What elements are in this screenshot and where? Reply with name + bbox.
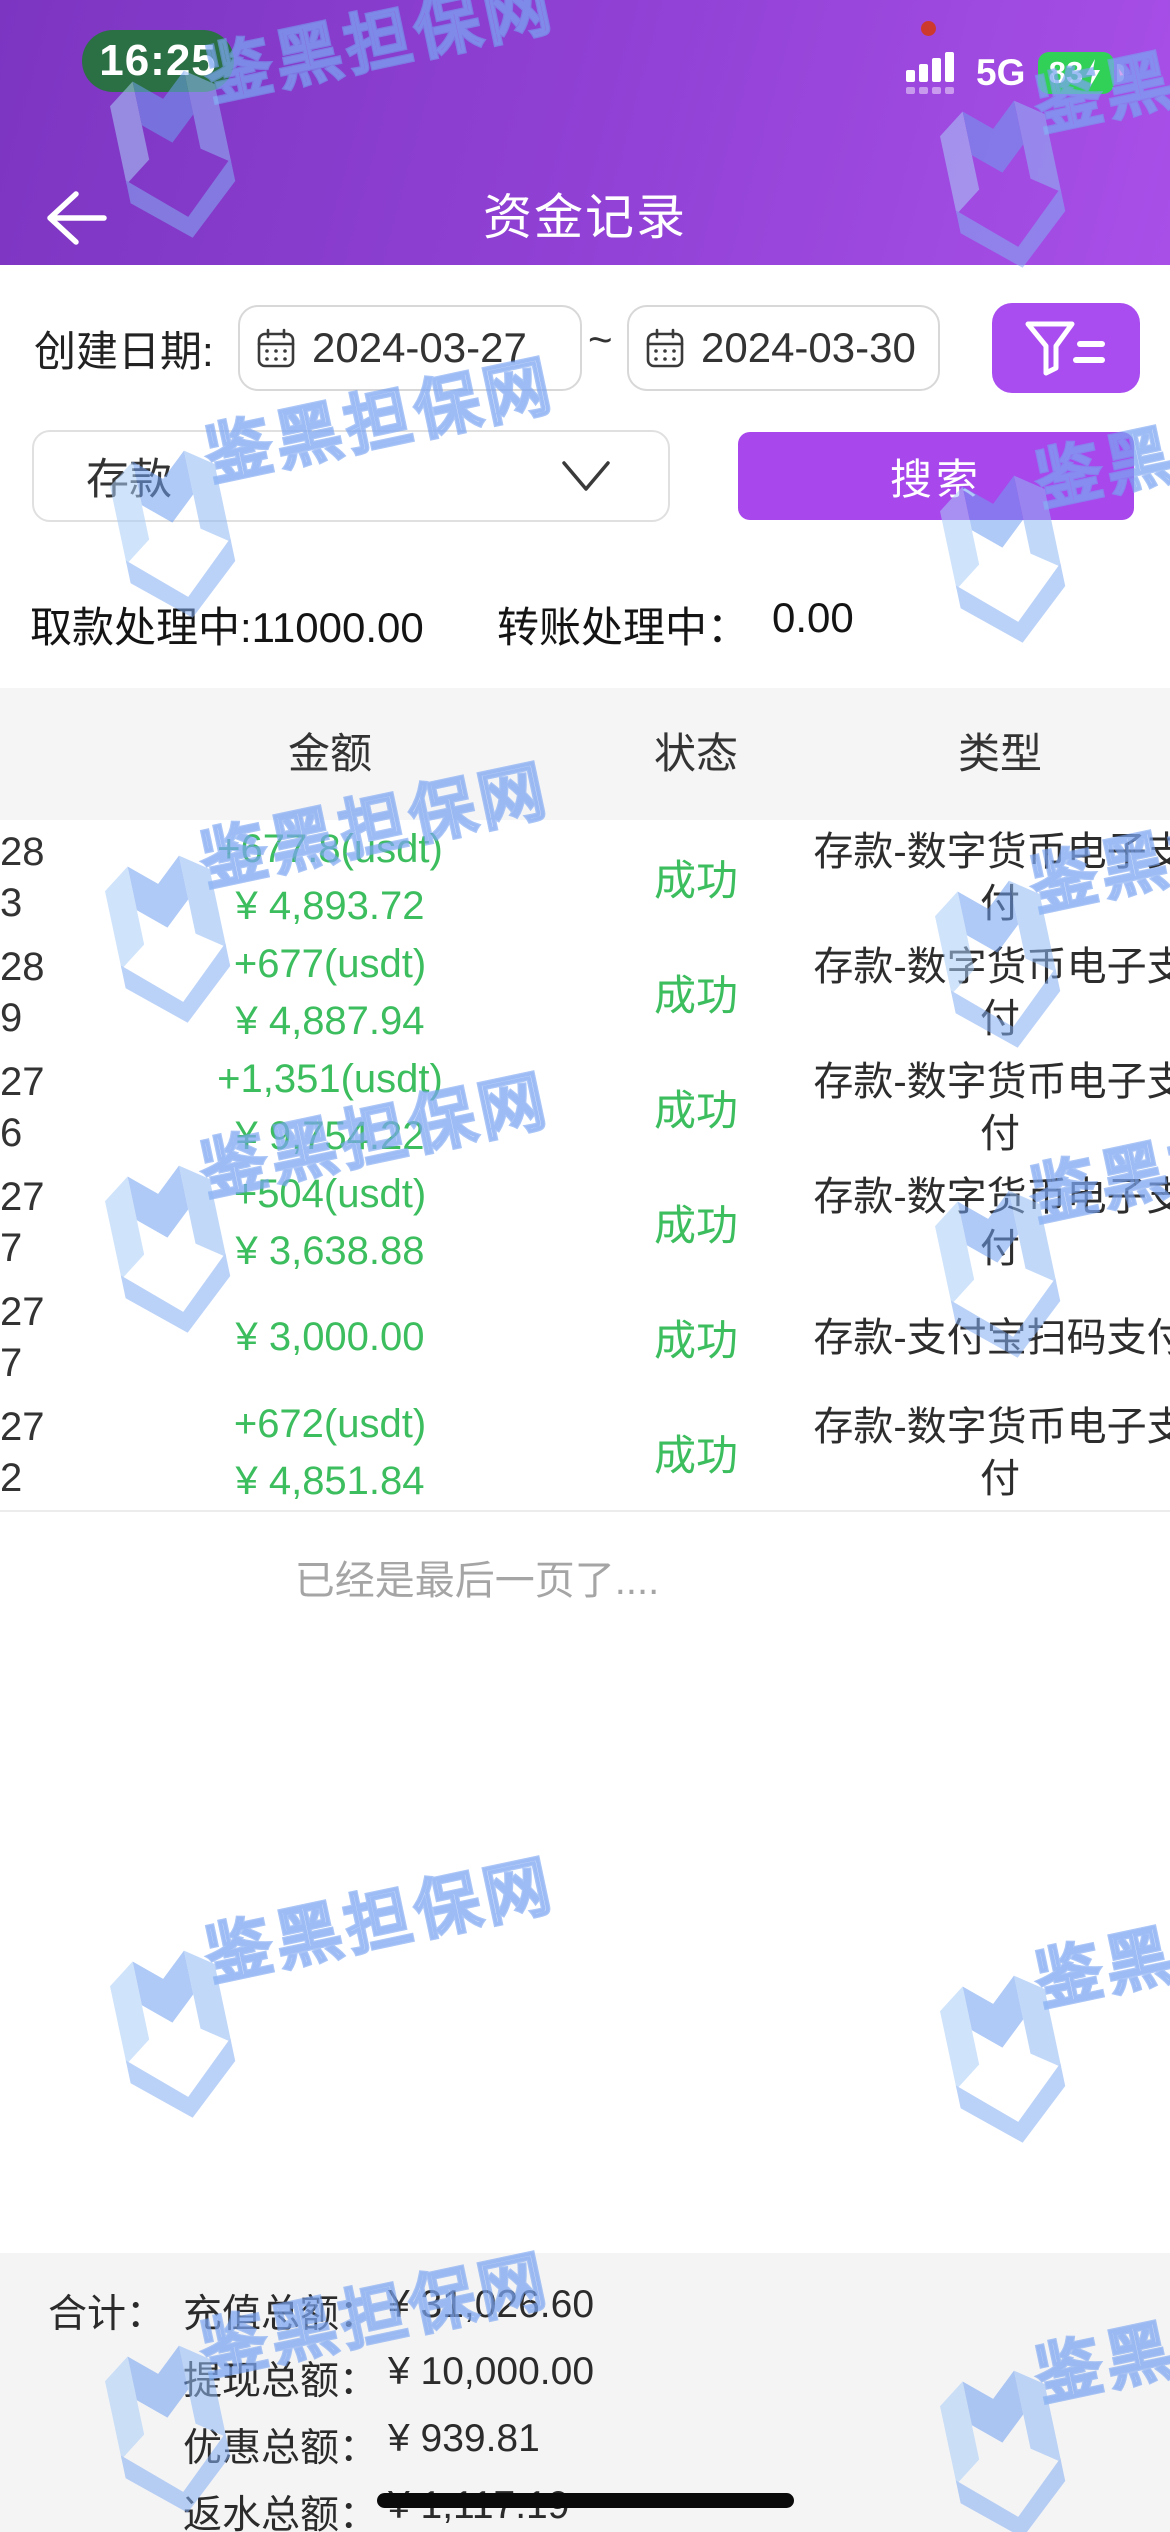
status-cell: 成功 (653, 857, 738, 904)
record-type-select[interactable]: 存款 (32, 430, 670, 522)
summary-total-label: 合计： (48, 2293, 166, 2336)
date-cell: 27 2 (0, 1405, 44, 1500)
type-cell: 存款-数字货币电子支付 (813, 1174, 1170, 1271)
amount-cell: ¥ 3,000.00 (44, 1280, 616, 1395)
type-cell: 存款-数字货币电子支付 (813, 944, 1170, 1041)
type-cell: 存款-数字货币电子支付 (813, 1059, 1170, 1156)
type-cell: 存款-数字货币电子支付 (813, 1404, 1170, 1501)
watermark-logo-icon (940, 1975, 1066, 2143)
amount-cny: ¥ 4,887.94 (235, 998, 425, 1043)
status-cell: 成功 (653, 1432, 738, 1479)
watermark-text: 鉴黑担保网 (198, 1846, 563, 1995)
table-row: 27 7 +504(usdt) ¥ 3,638.88 成功 存款-数字货币电子支付 (0, 1165, 1170, 1282)
brand-watermark: 鉴黑担保网 (75, 1826, 586, 2134)
date-to-field[interactable]: 2024-03-30 (627, 305, 940, 391)
amount-usdt: +677.8(usdt) (217, 826, 443, 871)
status-cell: 成功 (653, 1202, 738, 1249)
chevron-down-icon (562, 461, 610, 491)
filter-button[interactable] (992, 303, 1140, 393)
summary-panel: 合计： 充值总额： ¥ 31,026.60 提现总额： ¥ 10,000.00 … (0, 2253, 1170, 2532)
amount-usdt: +677(usdt) (233, 941, 427, 986)
status-cell: 成功 (653, 1087, 738, 1134)
date-from-field[interactable]: 2024-03-27 (238, 305, 582, 391)
summary-line-deposit: 充值总额： ¥ 31,026.60 (183, 2283, 595, 2336)
watermark-logo-icon (110, 1950, 236, 2118)
amount-cny: ¥ 4,893.72 (235, 883, 425, 928)
table-row: 28 9 +677(usdt) ¥ 4,887.94 成功 存款-数字货币电子支付 (0, 935, 1170, 1052)
table-row: 28 3 +677.8(usdt) ¥ 4,893.72 成功 存款-数字货币电子… (0, 820, 1170, 937)
table-row: 27 2 +672(usdt) ¥ 4,851.84 成功 存款-数字货币电子支付 (0, 1395, 1170, 1512)
amount-cny: ¥ 3,638.88 (235, 1228, 425, 1273)
back-button[interactable] (34, 180, 110, 256)
amount-cell: +672(usdt) ¥ 4,851.84 (44, 1395, 616, 1510)
amount-cny: ¥ 9,754.22 (235, 1113, 425, 1158)
summary-line-bonus: 优惠总额： ¥ 939.81 (183, 2417, 540, 2470)
date-to-value: 2024-03-30 (701, 324, 916, 371)
date-range-separator: ~ (588, 316, 613, 363)
date-filter-label: 创建日期: (34, 328, 214, 375)
battery-cap (1117, 64, 1124, 82)
table-header: 金额 状态 类型 (0, 688, 1170, 820)
cellular-signal-icon (906, 52, 954, 94)
page-title: 资金记录 (482, 191, 687, 245)
date-from-value: 2024-03-27 (312, 324, 527, 371)
amount-usdt: +1,351(usdt) (217, 1056, 443, 1101)
record-type-selected: 存款 (86, 456, 172, 504)
amount-cell: +677(usdt) ¥ 4,887.94 (44, 935, 616, 1050)
home-indicator[interactable] (377, 2493, 794, 2508)
funnel-filter-icon (1025, 321, 1105, 376)
amount-usdt: +672(usdt) (233, 1401, 427, 1446)
calendar-icon (257, 328, 295, 368)
summary-line-withdraw: 提现总额： ¥ 10,000.00 (183, 2350, 595, 2403)
date-cell: 27 6 (0, 1060, 44, 1155)
column-header-type: 类型 (957, 730, 1042, 777)
withdraw-processing-label: 取款处理中: (30, 604, 252, 651)
status-time-pill[interactable]: 16:25 (82, 30, 234, 92)
date-cell: 27 7 (0, 1290, 44, 1385)
amount-cny: ¥ 4,851.84 (235, 1458, 425, 1503)
withdraw-processing: 取款处理中:11000.00 (30, 594, 424, 655)
recording-indicator-dot (921, 21, 936, 36)
date-cell: 27 7 (0, 1175, 44, 1270)
amount-cell: +677.8(usdt) ¥ 4,893.72 (44, 820, 616, 935)
end-of-list-note: 已经是最后一页了.... (294, 1559, 660, 1603)
type-cell: 存款-数字货币电子支付 (813, 829, 1170, 926)
table-row: 27 6 +1,351(usdt) ¥ 9,754.22 成功 存款-数字货币电子… (0, 1050, 1170, 1167)
network-type-label: 5G (976, 52, 1026, 93)
amount-cell: +504(usdt) ¥ 3,638.88 (44, 1165, 616, 1280)
transfer-processing-label: 转账处理中： (497, 604, 750, 651)
app-header: 16:25 5G 83 资金记录 (0, 0, 1170, 265)
column-header-status: 状态 (653, 730, 738, 777)
type-cell: 存款-支付宝扫码支付 (813, 1315, 1170, 1360)
summary-line-rebate: 返水总额： ¥ 1,117.19 (183, 2484, 569, 2532)
amount-cny: ¥ 3,000.00 (235, 1315, 425, 1359)
brand-watermark: 鉴黑担保网 (905, 1851, 1170, 2159)
status-time: 16:25 (99, 36, 217, 85)
charging-bolt-icon (1086, 59, 1101, 87)
transfer-processing-value: 0.00 (772, 594, 854, 641)
date-cell: 28 9 (0, 945, 44, 1040)
calendar-icon (646, 328, 684, 368)
date-cell: 28 3 (0, 830, 44, 925)
amount-usdt: +504(usdt) (233, 1171, 427, 1216)
search-button[interactable]: 搜索 (738, 432, 1134, 520)
column-header-amount: 金额 (287, 730, 372, 777)
status-cell: 成功 (653, 972, 738, 1019)
watermark-text: 鉴黑担保网 (1028, 1871, 1170, 2020)
status-cell: 成功 (653, 1317, 738, 1364)
withdraw-processing-value: 11000.00 (251, 604, 424, 651)
battery-indicator: 83 (1038, 52, 1114, 94)
amount-cell: +1,351(usdt) ¥ 9,754.22 (44, 1050, 616, 1165)
table-row: 27 7 ¥ 3,000.00 成功 存款-支付宝扫码支付 (0, 1280, 1170, 1397)
battery-percent: 83 (1048, 55, 1084, 90)
